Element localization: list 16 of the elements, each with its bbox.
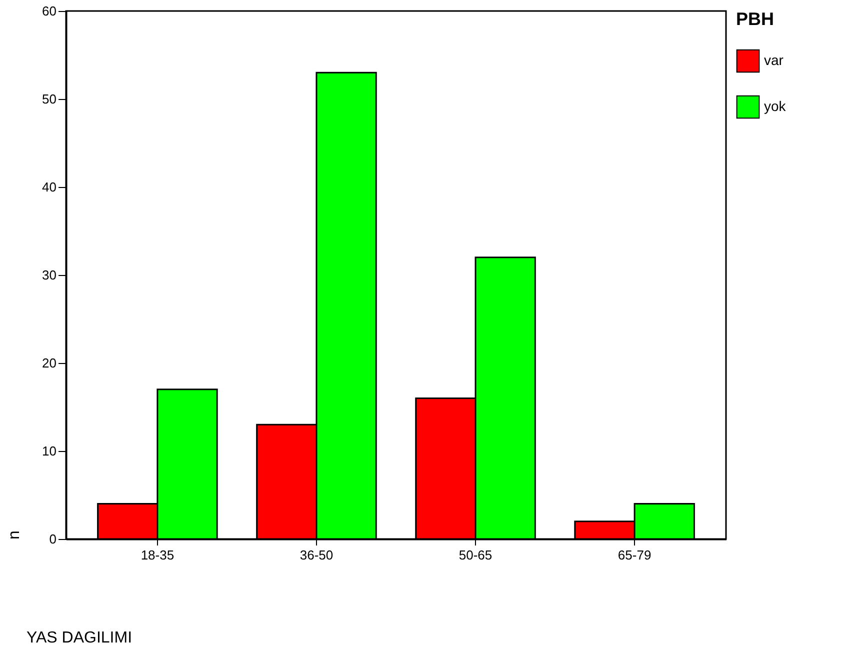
x-tick-label: 65-79 xyxy=(618,548,652,562)
y-tick-label: 40 xyxy=(42,180,56,194)
y-axis-title: n xyxy=(6,530,24,540)
y-tick-label: 50 xyxy=(42,92,56,106)
y-tick-label: 30 xyxy=(42,268,56,282)
y-tick-label: 0 xyxy=(49,532,56,546)
x-tick-label: 18-35 xyxy=(140,548,174,562)
x-tick-label: 36-50 xyxy=(300,548,334,562)
y-tick-label: 10 xyxy=(42,444,56,458)
legend-label: var xyxy=(764,52,784,68)
legend-label: yok xyxy=(764,98,787,114)
y-tick-label: 60 xyxy=(42,4,56,18)
legend-title: PBH xyxy=(736,9,774,29)
y-tick-label: 20 xyxy=(42,356,56,370)
x-axis-title: YAS DAGILIMI xyxy=(26,630,132,646)
x-tick-label: 50-65 xyxy=(458,548,492,562)
